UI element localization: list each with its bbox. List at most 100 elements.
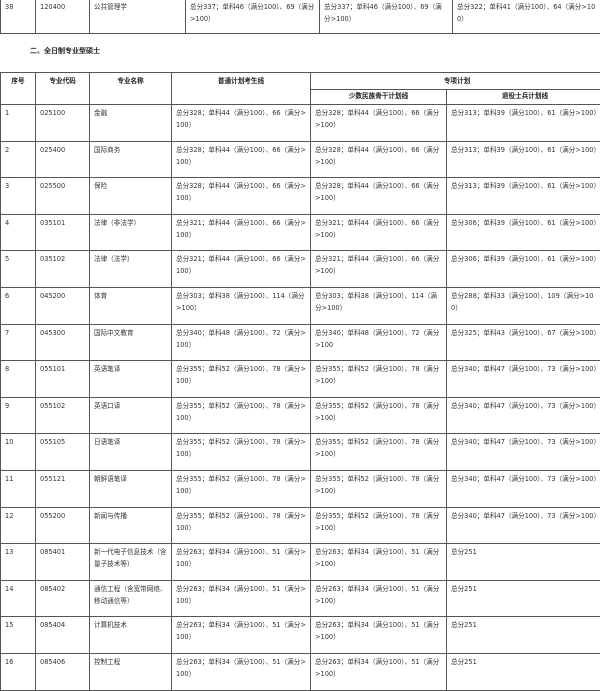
cell-veteran: 总分251	[447, 580, 600, 617]
cell-name: 金融	[90, 105, 172, 142]
cell-veteran: 总分340；单科47（满分100）、73（满分>100）	[447, 507, 600, 544]
cell-name: 计算机技术	[90, 617, 172, 654]
cell-minority: 总分328；单科44（满分100）、66（满分>100）	[311, 105, 447, 142]
header-minority: 少数民族骨干计划线	[311, 90, 447, 105]
cell-veteran: 总分288；单科33（满分100）、109（满分>100）	[447, 287, 600, 324]
cell-veteran: 总分251	[447, 653, 600, 690]
cell-no: 2	[1, 141, 36, 178]
cell-no: 12	[1, 507, 36, 544]
cell-no: 16	[1, 653, 36, 690]
cell-name: 英语笔译	[90, 361, 172, 398]
cell-general: 总分263；单科34（满分100）、51（满分>100）	[172, 617, 311, 654]
cell-minority: 总分340；单科48（满分100）、72（满分>100	[311, 324, 447, 361]
cell-veteran: 总分251	[447, 544, 600, 581]
cell-general: 总分355；单科52（满分100）、78（满分>100）	[172, 507, 311, 544]
cell-minority: 总分355；单科52（满分100）、78（满分>100）	[311, 361, 447, 398]
cell-code: 025100	[36, 105, 90, 142]
cell-name: 国际商务	[90, 141, 172, 178]
cell-code: 025500	[36, 178, 90, 215]
cell-veteran: 总分340；单科47（满分100）、73（满分>100）	[447, 397, 600, 434]
cell-general: 总分263；单科34（满分100）、51（满分>100）	[172, 544, 311, 581]
cell-name: 法律（非法学）	[90, 214, 172, 251]
cell-code: 085401	[36, 544, 90, 581]
cell-minority: 总分328；单科44（满分100）、66（满分>100）	[311, 141, 447, 178]
cell-name: 新闻与传播	[90, 507, 172, 544]
header-veteran: 退役士兵计划线	[447, 90, 600, 105]
cell-minority: 总分328；单科44（满分100）、66（满分>100）	[311, 178, 447, 215]
cell-name: 通信工程（含宽带网络、移动通信等）	[90, 580, 172, 617]
cell-no: 9	[1, 397, 36, 434]
cell-general: 总分263；单科34（满分100）、51（满分>100）	[172, 580, 311, 617]
cell-no: 13	[1, 544, 36, 581]
cell-no: 4	[1, 214, 36, 251]
cell-veteran: 总分313；单科39（满分100）、61（满分>100）	[447, 141, 600, 178]
cell-minority: 总分355；单科52（满分100）、78（满分>100）	[311, 434, 447, 471]
cell-general: 总分340；单科48（满分100）、72（满分>100）	[172, 324, 311, 361]
cell-name: 英语口译	[90, 397, 172, 434]
previous-table: 38 120400 公共管理学 总分337；单科46（满分100）、69（满分>…	[0, 0, 600, 34]
header-general: 普通计划考生线	[172, 73, 311, 105]
cell-code: 055121	[36, 470, 90, 507]
cell-general: 总分355；单科52（满分100）、78（满分>100）	[172, 397, 311, 434]
cell-minority: 总分263；单科34（满分100）、51（满分>100）	[311, 544, 447, 581]
cell-no: 14	[1, 580, 36, 617]
cell-name: 法律（法学）	[90, 251, 172, 288]
cell-general: 总分328；单科44（满分100）、66（满分>100）	[172, 141, 311, 178]
cell-code: 035102	[36, 251, 90, 288]
cell-minority: 总分263；单科34（满分100）、51（满分>100）	[311, 617, 447, 654]
cell-veteran: 总分306；单科39（满分100）、61（满分>100）	[447, 214, 600, 251]
cell-minority: 总分355；单科52（满分100）、78（满分>100）	[311, 397, 447, 434]
cell-veteran: 总分306；单科39（满分100）、61（满分>100）	[447, 251, 600, 288]
cell-name: 国际中文教育	[90, 324, 172, 361]
cell-name: 日语笔译	[90, 434, 172, 471]
cell-general: 总分355；单科52（满分100）、78（满分>100）	[172, 470, 311, 507]
cell-no: 11	[1, 470, 36, 507]
cell-code: 085404	[36, 617, 90, 654]
section-heading: 二、全日制专业型硕士	[30, 46, 100, 56]
cell-code: 025400	[36, 141, 90, 178]
cell-no: 15	[1, 617, 36, 654]
cell-minority: 总分355；单科52（满分100）、78（满分>100）	[311, 507, 447, 544]
cell-no: 8	[1, 361, 36, 398]
cell-no: 6	[1, 287, 36, 324]
cell-code: 045300	[36, 324, 90, 361]
cell-code: 055102	[36, 397, 90, 434]
cell-no: 5	[1, 251, 36, 288]
cell-no: 7	[1, 324, 36, 361]
cell-veteran: 总分325；单科43（满分100）、67（满分>100）	[447, 324, 600, 361]
cell-minority: 总分321；单科44（满分100）、66（满分>100）	[311, 214, 447, 251]
header-special: 专项计划	[311, 73, 600, 90]
cell-name: 新一代电子信息技术（含量子技术等）	[90, 544, 172, 581]
cell-general: 总分328；单科44（满分100）、66（满分>100）	[172, 178, 311, 215]
cell-general: 总分355；单科52（满分100）、78（满分>100）	[172, 434, 311, 471]
cell-veteran: 总分322；单科41（满分100）、64（满分>100）	[453, 0, 600, 34]
cell-name: 公共管理学	[90, 0, 186, 34]
cell-general: 总分263；单科34（满分100）、51（满分>100）	[172, 653, 311, 690]
cell-general: 总分303；单科38（满分100）、114（满分>100）	[172, 287, 311, 324]
cell-code: 085402	[36, 580, 90, 617]
cell-code: 055101	[36, 361, 90, 398]
cell-minority: 总分263；单科34（满分100）、51（满分>100）	[311, 580, 447, 617]
cell-general: 总分328；单科44（满分100）、66（满分>100）	[172, 105, 311, 142]
cell-general: 总分321；单科44（满分100）、66（满分>100）	[172, 251, 311, 288]
cell-minority: 总分303；单科38（满分100）、114（满分>100）	[311, 287, 447, 324]
cell-no: 38	[1, 0, 36, 34]
cell-general: 总分337；单科46（满分100）、69（满分>100）	[186, 0, 320, 34]
cell-code: 055105	[36, 434, 90, 471]
header-name: 专业名称	[90, 73, 172, 105]
cell-general: 总分355；单科52（满分100）、78（满分>100）	[172, 361, 311, 398]
cell-minority: 总分337；单科46（满分100）、69（满分>100）	[320, 0, 453, 34]
cell-veteran: 总分313；单科39（满分100）、61（满分>100）	[447, 178, 600, 215]
